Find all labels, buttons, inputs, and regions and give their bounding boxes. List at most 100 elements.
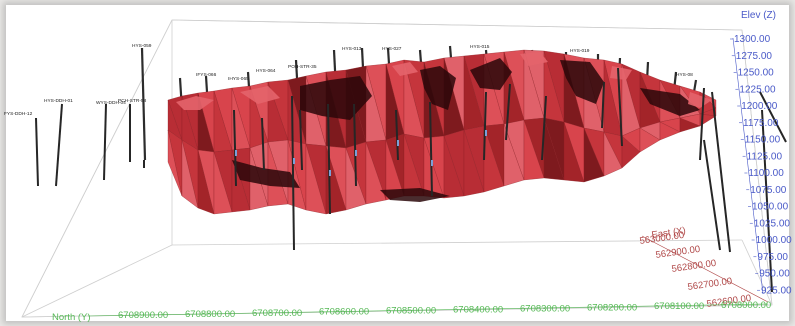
drillhole-label: FYS-DDH-12 xyxy=(4,111,33,117)
assay-marker xyxy=(431,160,433,166)
assay-marker xyxy=(355,150,357,156)
surface-facet xyxy=(181,139,199,209)
east-axis-line xyxy=(641,235,769,303)
elevation-tick-label: 975.00 xyxy=(757,252,788,263)
north-tick-label: 6708800.00 xyxy=(185,309,235,320)
elevation-tick-label: 1125.00 xyxy=(747,151,783,162)
drillhole-trace xyxy=(299,109,303,171)
surface-facet xyxy=(583,127,605,183)
surface-facet xyxy=(325,145,347,215)
east-axis: East (X) 563000.00562900.00562800.005627… xyxy=(639,225,769,310)
drillhole-trace xyxy=(759,91,787,143)
drillhole-label: PCH-STR-58 xyxy=(118,98,147,104)
drillhole-trace xyxy=(483,91,487,161)
elevation-tick-label: 1025.00 xyxy=(754,218,791,229)
surface-facet xyxy=(659,121,681,141)
assay-marker xyxy=(329,170,331,176)
assay-marker xyxy=(235,150,237,156)
surface-facet xyxy=(443,135,465,199)
north-tick-label: 6708000.00 xyxy=(721,300,771,311)
drillhole-label: WYS-DDH-04 xyxy=(96,100,126,106)
east-axis-title: East (X) xyxy=(651,225,687,241)
north-tick-label: 6708300.00 xyxy=(520,303,570,314)
bounding-box xyxy=(21,19,773,318)
surface-facet xyxy=(213,151,233,215)
drillhole-trace xyxy=(35,117,39,187)
assay-marker xyxy=(397,140,399,146)
surface-facet xyxy=(639,127,661,153)
drillhole-label: HYS-015 xyxy=(470,44,490,50)
east-tick-label: 563000.00 xyxy=(639,230,685,247)
surface-highlight xyxy=(392,62,418,76)
north-tick-label: 6708700.00 xyxy=(252,308,302,319)
drillhole-trace xyxy=(505,83,511,141)
drillhole-labels: FYS-DDH-12 HYS-DDH-01 WYS-DDH-04PCH-STR-58… xyxy=(4,43,693,117)
surface-shadow xyxy=(420,66,456,110)
elevation-tick-label: 1100.00 xyxy=(748,168,784,179)
drillhole-trace xyxy=(140,47,147,161)
drillhole-label: IFYS-066 xyxy=(196,72,217,78)
surface-facet xyxy=(503,123,525,187)
drillhole-label: IHYS-065 xyxy=(228,76,249,82)
drillhole-label: HYS-059 xyxy=(132,43,152,49)
north-tick-label: 6708600.00 xyxy=(319,307,369,318)
drillhole-label: HYS-027 xyxy=(382,46,402,52)
east-tick-label: 562800.00 xyxy=(671,258,717,275)
drillhole-trace xyxy=(703,139,721,251)
north-tick-label: 6708900.00 xyxy=(118,310,168,321)
drillhole-trace xyxy=(699,87,705,161)
north-axis-line xyxy=(87,303,769,317)
drillhole-label: HYS-013 xyxy=(342,46,362,52)
drillhole-trace xyxy=(617,67,623,147)
elevation-tick-label: 950.00 xyxy=(759,269,790,280)
elevation-tick-label: 1200.00 xyxy=(741,101,778,112)
elevation-tick-label: 925.00 xyxy=(761,285,792,296)
surface-facet xyxy=(523,119,545,181)
drillhole-label: POH-STR-35 xyxy=(288,64,317,70)
drillhole-trace xyxy=(55,103,63,187)
drillhole-trace xyxy=(395,109,399,161)
assay-marker xyxy=(485,130,487,136)
drillhole-trace xyxy=(103,103,107,181)
drillhole-label: HYS-019 xyxy=(570,48,590,54)
surface-facet xyxy=(603,131,623,177)
surface-highlight xyxy=(688,92,712,108)
surface-highlight xyxy=(240,86,280,104)
drillhole-label: HYS-064 xyxy=(256,68,276,74)
elevation-tick-label: 1300.00 xyxy=(734,34,771,45)
surface-shadow xyxy=(560,60,604,104)
surface-facet xyxy=(365,141,387,205)
elevation-tick-label: 1000.00 xyxy=(756,235,793,246)
drillhole-trace xyxy=(601,81,605,129)
surface-facet xyxy=(543,117,565,181)
north-tick-label: 6708400.00 xyxy=(453,305,503,316)
drillhole-trace xyxy=(541,95,547,161)
elevation-tick-label: 1225.00 xyxy=(739,84,776,95)
north-axis-title: North (Y) xyxy=(52,312,91,323)
drillhole-trace xyxy=(429,101,433,197)
drillhole-label: HYS-08 xyxy=(676,72,693,78)
orebody-surface[interactable] xyxy=(167,49,717,215)
surface-highlight xyxy=(176,96,214,110)
elevation-tick-label: 1075.00 xyxy=(750,185,787,196)
drillhole-trace xyxy=(761,109,773,293)
surface-shadow xyxy=(232,160,300,188)
elevation-tick-label: 1175.00 xyxy=(743,118,779,129)
surface-facet xyxy=(197,149,215,215)
drillhole-trace xyxy=(327,103,331,215)
surface-shadow xyxy=(640,88,700,116)
east-tick-label: 562700.00 xyxy=(687,276,733,293)
drillholes-front xyxy=(35,67,787,293)
drillhole-trace xyxy=(261,117,265,171)
elevation-axis-title: Elev (Z) xyxy=(741,10,776,21)
surface-facet xyxy=(621,135,641,169)
drillhole-label: HYS-DDH-01 xyxy=(44,98,73,104)
assay-marker xyxy=(293,158,295,164)
drillhole-trace xyxy=(353,103,357,187)
drillhole-trace xyxy=(233,109,237,187)
elevation-tick-label: 1050.00 xyxy=(752,202,789,213)
surface-highlight xyxy=(610,66,632,80)
elevation-tick-label: 1250.00 xyxy=(738,68,775,79)
